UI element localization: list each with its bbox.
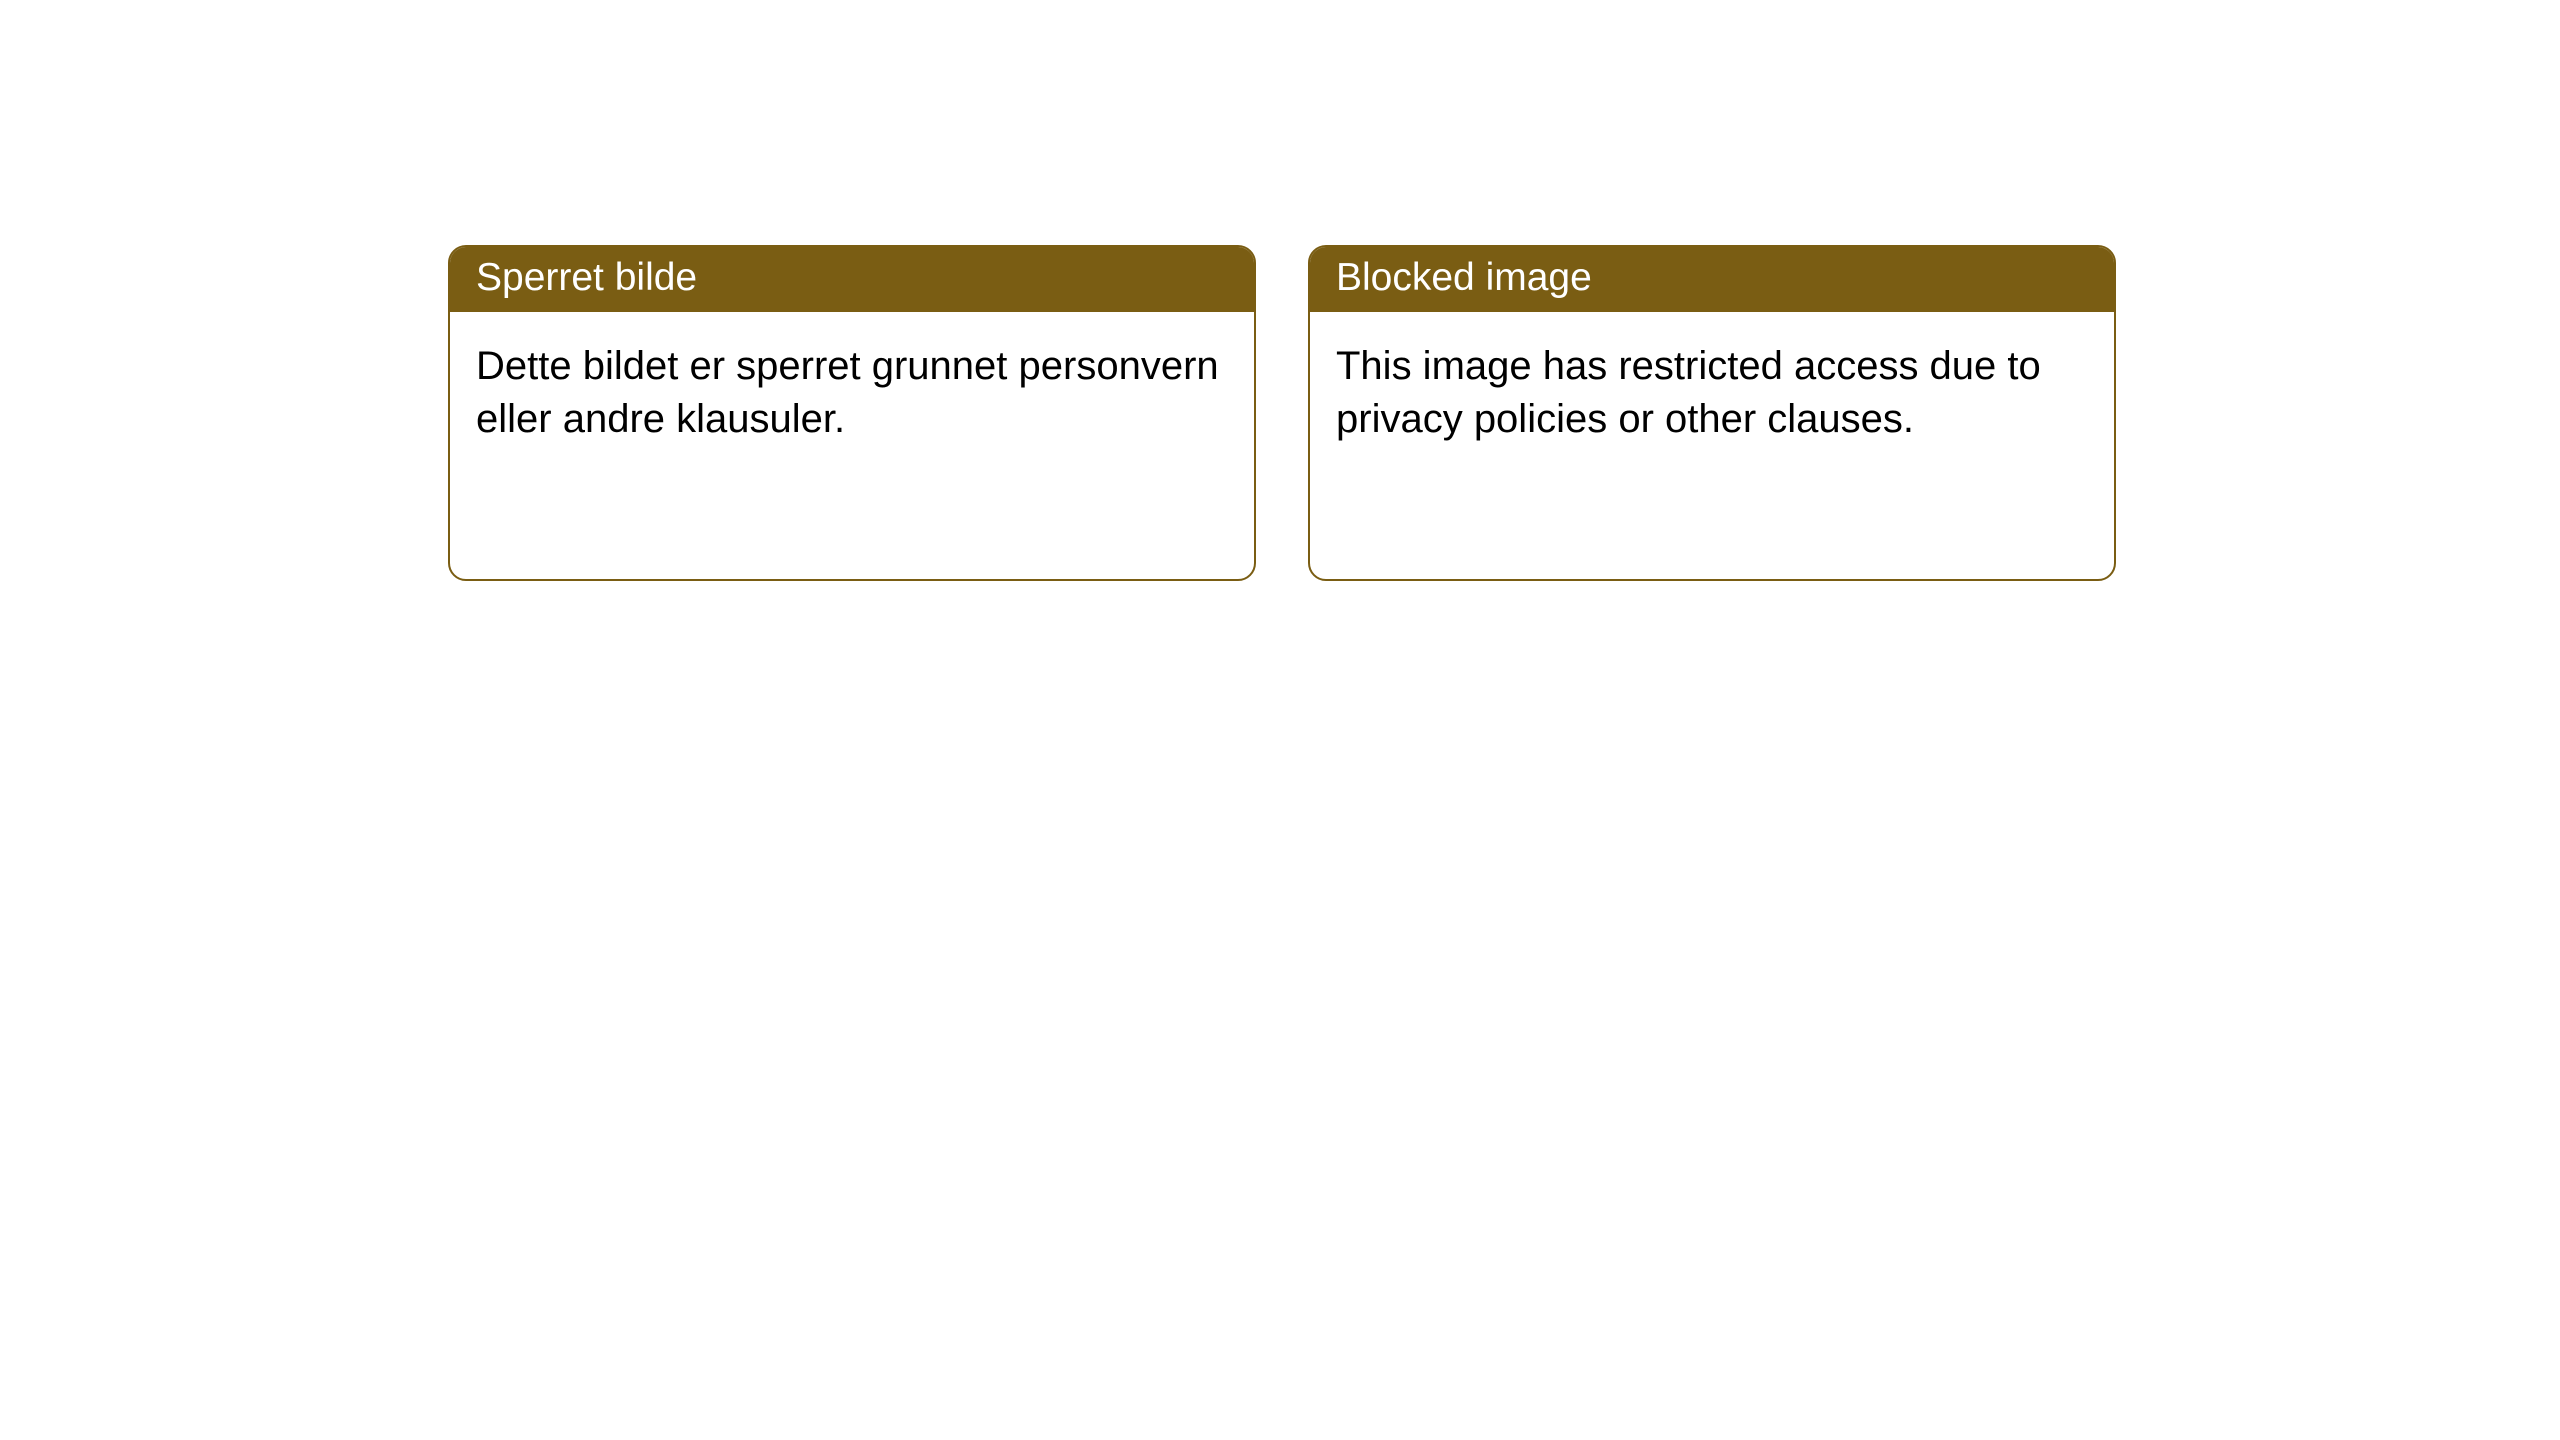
blocked-image-card-norwegian: Sperret bilde Dette bildet er sperret gr… xyxy=(448,245,1256,581)
blocked-image-card-english: Blocked image This image has restricted … xyxy=(1308,245,2116,581)
card-body-norwegian: Dette bildet er sperret grunnet personve… xyxy=(450,312,1254,474)
card-body-english: This image has restricted access due to … xyxy=(1310,312,2114,474)
card-header-norwegian: Sperret bilde xyxy=(450,247,1254,312)
card-header-english: Blocked image xyxy=(1310,247,2114,312)
notice-container: Sperret bilde Dette bildet er sperret gr… xyxy=(448,245,2116,581)
